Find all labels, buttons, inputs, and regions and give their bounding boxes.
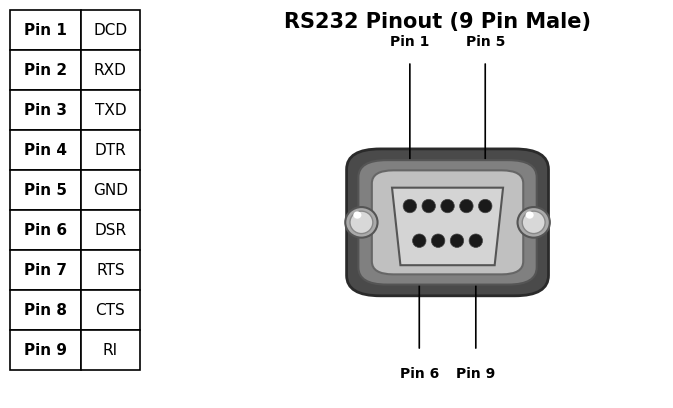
FancyBboxPatch shape bbox=[371, 171, 523, 274]
Text: TXD: TXD bbox=[95, 103, 126, 118]
Polygon shape bbox=[81, 10, 140, 50]
Text: DSR: DSR bbox=[94, 223, 127, 237]
Text: CTS: CTS bbox=[96, 303, 125, 317]
Ellipse shape bbox=[345, 207, 378, 237]
Ellipse shape bbox=[350, 211, 373, 233]
Polygon shape bbox=[10, 50, 81, 90]
Text: GND: GND bbox=[93, 183, 128, 197]
Polygon shape bbox=[81, 330, 140, 370]
Polygon shape bbox=[10, 330, 81, 370]
Polygon shape bbox=[81, 50, 140, 90]
Polygon shape bbox=[81, 210, 140, 250]
Text: Pin 7: Pin 7 bbox=[24, 263, 67, 277]
Polygon shape bbox=[10, 170, 81, 210]
Polygon shape bbox=[81, 290, 140, 330]
Text: Pin 2: Pin 2 bbox=[24, 63, 67, 78]
Polygon shape bbox=[10, 90, 81, 130]
Text: RI: RI bbox=[103, 343, 118, 357]
Text: Pin 1: Pin 1 bbox=[390, 35, 429, 49]
Text: DCD: DCD bbox=[94, 23, 127, 38]
Ellipse shape bbox=[353, 211, 361, 219]
Polygon shape bbox=[10, 250, 81, 290]
Ellipse shape bbox=[460, 200, 473, 213]
Text: DTR: DTR bbox=[94, 143, 127, 157]
Ellipse shape bbox=[522, 211, 545, 233]
Ellipse shape bbox=[518, 207, 550, 237]
FancyBboxPatch shape bbox=[347, 149, 548, 296]
Text: Pin 8: Pin 8 bbox=[24, 303, 67, 317]
Ellipse shape bbox=[413, 234, 426, 247]
Ellipse shape bbox=[441, 200, 454, 213]
Polygon shape bbox=[10, 130, 81, 170]
Polygon shape bbox=[81, 170, 140, 210]
Ellipse shape bbox=[526, 211, 534, 219]
Polygon shape bbox=[10, 10, 81, 50]
Text: Pin 6: Pin 6 bbox=[400, 367, 439, 381]
Ellipse shape bbox=[479, 200, 492, 213]
Polygon shape bbox=[392, 188, 503, 265]
Polygon shape bbox=[81, 250, 140, 290]
Text: Pin 1: Pin 1 bbox=[24, 23, 67, 38]
Text: Pin 4: Pin 4 bbox=[24, 143, 67, 157]
Ellipse shape bbox=[469, 234, 483, 247]
Polygon shape bbox=[10, 210, 81, 250]
Ellipse shape bbox=[403, 200, 417, 213]
Polygon shape bbox=[10, 290, 81, 330]
Text: Pin 6: Pin 6 bbox=[24, 223, 67, 237]
Ellipse shape bbox=[450, 234, 464, 247]
Text: RS232 Pinout (9 Pin Male): RS232 Pinout (9 Pin Male) bbox=[284, 12, 591, 32]
Text: Pin 9: Pin 9 bbox=[456, 367, 495, 381]
Text: Pin 3: Pin 3 bbox=[24, 103, 67, 118]
Text: Pin 5: Pin 5 bbox=[24, 183, 67, 197]
FancyBboxPatch shape bbox=[358, 160, 536, 285]
Text: RTS: RTS bbox=[96, 263, 125, 277]
Polygon shape bbox=[81, 130, 140, 170]
Text: RXD: RXD bbox=[94, 63, 127, 78]
Ellipse shape bbox=[422, 200, 435, 213]
Text: Pin 9: Pin 9 bbox=[24, 343, 67, 357]
Ellipse shape bbox=[431, 234, 445, 247]
Polygon shape bbox=[81, 90, 140, 130]
Text: Pin 5: Pin 5 bbox=[466, 35, 505, 49]
